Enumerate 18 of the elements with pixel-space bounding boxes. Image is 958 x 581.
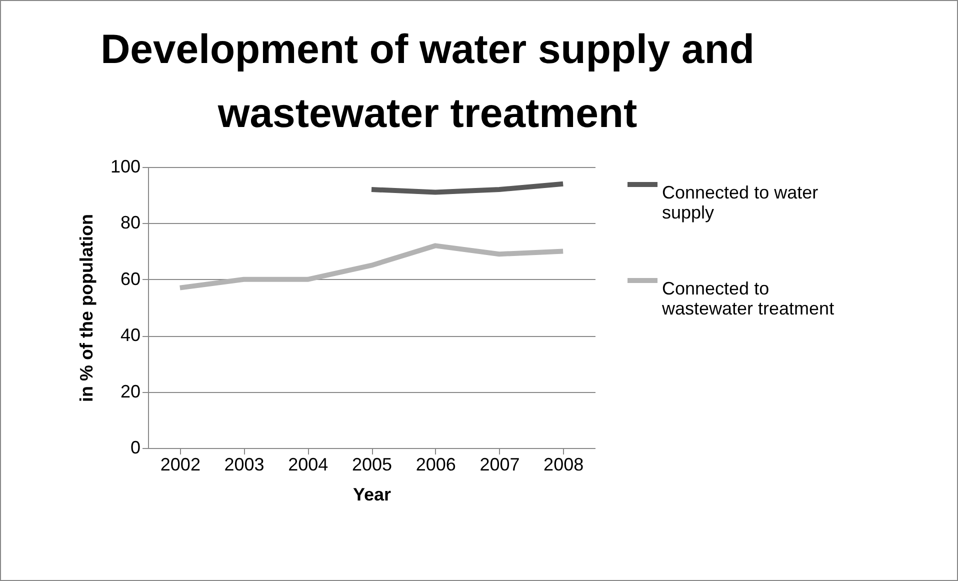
y-tick-label: 20 <box>120 381 140 402</box>
y-axis-title: in % of the population <box>76 214 96 402</box>
legend-label: Connected to wastewater treatment <box>661 278 834 318</box>
x-tick-label: 2004 <box>288 454 328 474</box>
x-tick-label: 2002 <box>160 454 200 474</box>
y-tick-label: 80 <box>120 212 140 233</box>
x-tick-label: 2008 <box>544 454 584 474</box>
legend-label: Connected to water supply <box>662 182 818 222</box>
y-tick-label: 40 <box>120 325 140 346</box>
x-axis-title: Year <box>352 484 392 504</box>
y-tick-label: 60 <box>120 268 140 289</box>
y-tick-label: 100 <box>110 156 140 176</box>
x-tick-label: 2007 <box>480 454 520 474</box>
x-tick-label: 2003 <box>224 454 264 474</box>
y-tick-label: 0 <box>130 438 140 458</box>
x-tick-label: 2006 <box>416 454 456 474</box>
x-tick-label: 2005 <box>352 454 392 474</box>
chart-title: Development of water supply and wastewater treatment <box>100 26 754 136</box>
